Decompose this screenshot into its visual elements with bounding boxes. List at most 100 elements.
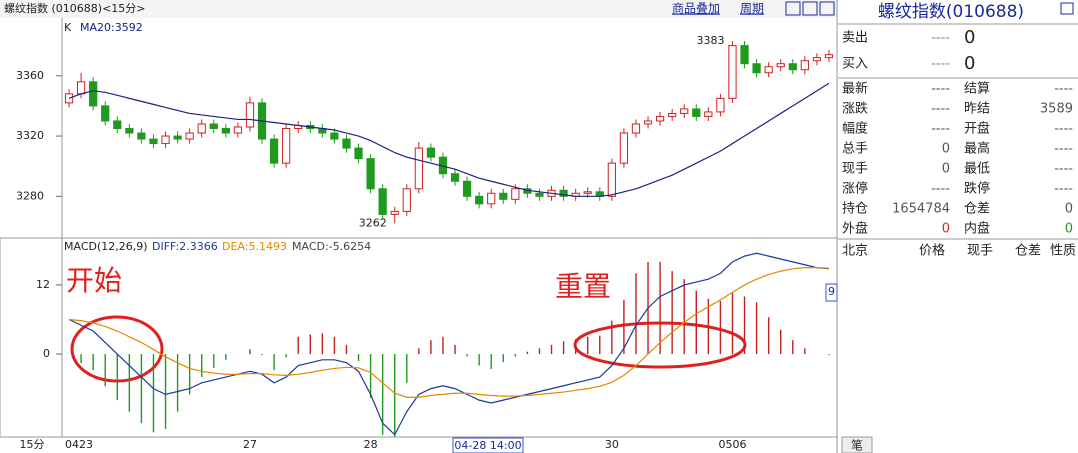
- candle-body: [655, 115, 665, 122]
- candle-body: [475, 195, 484, 205]
- field-value: ----: [1054, 82, 1073, 97]
- axis-box: [0, 237, 63, 438]
- candle-body: [583, 191, 592, 194]
- candle-body: [800, 60, 809, 71]
- candle-body: [76, 81, 86, 95]
- edge-label: 9: [828, 285, 835, 298]
- candle-body: [426, 147, 436, 158]
- order-volume: 0: [964, 27, 975, 48]
- overlay-link[interactable]: 商品叠加: [672, 1, 720, 16]
- candle-body: [499, 192, 508, 200]
- candle-body: [282, 128, 291, 164]
- field-value: ----: [931, 82, 950, 97]
- field-value: ----: [1054, 122, 1073, 137]
- chart-title: MACD(12,26,9): [64, 240, 148, 253]
- candle-body: [764, 66, 773, 74]
- field-label: 开盘: [964, 121, 990, 137]
- field-label: 结算: [964, 82, 990, 97]
- field-value: 3589: [1040, 102, 1073, 117]
- x-tick-label: 0506: [718, 438, 746, 451]
- candle-body: [269, 138, 279, 164]
- low-label: 3262: [359, 216, 387, 229]
- candle-body: [233, 126, 243, 134]
- candle-body: [378, 188, 387, 215]
- field-value: ----: [1054, 162, 1073, 177]
- legend-entry: DEA:5.1493: [222, 240, 287, 253]
- order-volume: 0: [964, 53, 975, 74]
- candle-body: [342, 138, 351, 149]
- field-label: 幅度: [842, 121, 868, 137]
- candle-body: [89, 81, 98, 107]
- period-link[interactable]: 周期: [740, 2, 764, 16]
- candle-body: [692, 108, 701, 117]
- period-label: 15分: [20, 438, 45, 451]
- field-label: 现手: [842, 162, 868, 177]
- window-button[interactable]: [1060, 2, 1074, 15]
- tab[interactable]: [841, 436, 873, 453]
- field-value: 0: [1065, 222, 1073, 237]
- candle-body: [535, 192, 544, 197]
- candle-body: [487, 192, 496, 205]
- legend-entry: DIFF:2.3366: [152, 240, 218, 253]
- candle-body: [752, 63, 761, 74]
- candle-body: [402, 188, 411, 212]
- nav-buttons[interactable]: [785, 1, 835, 16]
- candle-body: [776, 63, 785, 68]
- header-bar: [0, 0, 838, 18]
- field-value: ----: [1054, 182, 1073, 197]
- candle-body: [728, 45, 737, 99]
- order-price: ----: [931, 57, 950, 72]
- field-label: 总手: [842, 142, 868, 157]
- candle-body: [788, 63, 797, 71]
- y-tick-label: 3360: [16, 69, 44, 82]
- chart-title: K: [64, 21, 72, 34]
- field-label: 涨跌: [842, 101, 868, 117]
- candle-body: [245, 102, 255, 128]
- candle-body: [716, 97, 725, 113]
- field-label: 涨停: [842, 181, 868, 197]
- candle-body: [812, 57, 822, 62]
- candle-body: [101, 105, 110, 122]
- candle-body: [366, 158, 375, 190]
- field-label: 内盘: [964, 221, 990, 237]
- candle-body: [668, 112, 677, 117]
- candle-body: [607, 162, 616, 197]
- field-value: 0: [942, 222, 950, 237]
- candle-body: [619, 132, 629, 164]
- field-value: 0: [1065, 202, 1073, 217]
- legend-entry: MACD:-5.6254: [292, 240, 371, 253]
- cursor-label: 04-28 14:00: [454, 439, 521, 452]
- field-value: ----: [1054, 142, 1073, 157]
- candle-body: [462, 180, 472, 197]
- trades-header: 现手: [967, 244, 993, 259]
- field-label: 最低: [964, 162, 990, 177]
- candle-body: [631, 123, 641, 134]
- trades-header: 仓差: [1015, 244, 1041, 259]
- x-tick-label: 0423: [65, 438, 93, 451]
- field-label: 最高: [964, 141, 990, 157]
- field-value: 1654784: [892, 202, 950, 217]
- field-label: 仓差: [964, 202, 990, 217]
- tab-label[interactable]: 笔: [851, 438, 863, 453]
- macd-line: [68, 267, 829, 398]
- candle-body: [197, 123, 206, 134]
- field-label: 最新: [842, 81, 868, 97]
- y-tick-label: 3280: [16, 189, 44, 202]
- cursor-box: [452, 437, 524, 453]
- candle-body: [824, 54, 834, 59]
- candle-body: [390, 210, 399, 215]
- candle-body: [354, 147, 363, 160]
- candle-body: [680, 108, 689, 114]
- edge-box: [825, 283, 838, 302]
- y-tick-label: 0: [43, 347, 50, 360]
- field-value: 0: [942, 162, 950, 177]
- candle-body: [414, 147, 423, 190]
- candle-body: [511, 188, 520, 200]
- x-tick-label: 27: [243, 438, 257, 451]
- candle-body: [740, 45, 749, 65]
- quote-panel: 卖出 ---- 0 买入 ---- 0 最新 ---- 结算 ---- 涨跌 ---- 昨结 3589 幅度…: [838, 23, 1078, 259]
- field-value: ----: [931, 182, 950, 197]
- candle-body: [704, 111, 713, 117]
